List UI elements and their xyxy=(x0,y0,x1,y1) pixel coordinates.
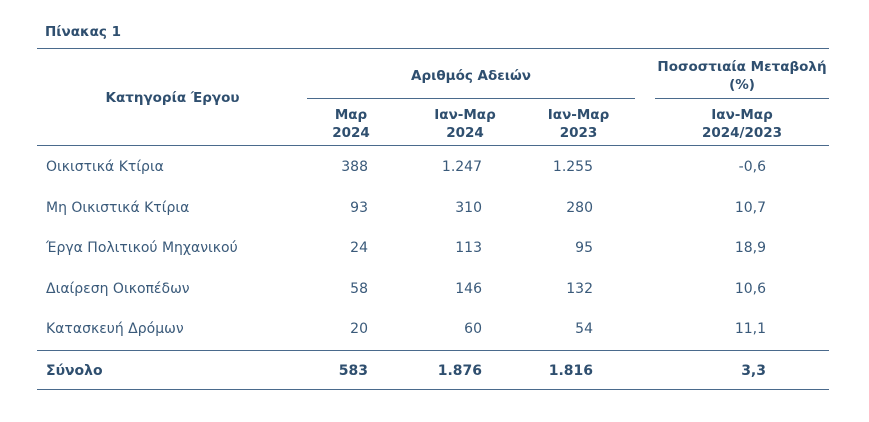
header-change-rule xyxy=(655,98,829,99)
total-change: 3,3 xyxy=(741,363,766,379)
table-bottom-rule xyxy=(37,389,829,390)
row-janmar-2023: 1.255 xyxy=(552,159,593,175)
header-col-mar-2024: Μαρ 2024 xyxy=(305,106,397,142)
header-col-janmar-2023-line2: 2023 xyxy=(559,125,598,141)
row-janmar-2023: 54 xyxy=(575,321,593,337)
row-change: 11,1 xyxy=(734,321,766,337)
header-col-janmar-2023-line1: Ιαν-Μαρ xyxy=(547,107,610,123)
header-change-group: Ποσοστιαία Μεταβολή (%) xyxy=(657,59,827,93)
header-col-janmar-2024: Ιαν-Μαρ 2024 xyxy=(400,106,530,142)
table-top-rule xyxy=(37,48,829,49)
row-mar-2024: 20 xyxy=(350,321,368,337)
row-category: Μη Οικιστικά Κτίρια xyxy=(46,200,190,216)
row-change: -0,6 xyxy=(738,159,766,175)
row-change: 18,9 xyxy=(734,240,766,256)
header-col-change-line2: 2024/2023 xyxy=(701,125,783,141)
header-col-change-line1: Ιαν-Μαρ xyxy=(711,107,773,123)
header-col-janmar-2024-line1: Ιαν-Μαρ xyxy=(434,107,496,123)
header-col-mar-2024-line2: 2024 xyxy=(332,125,370,141)
row-janmar-2023: 280 xyxy=(566,200,593,216)
header-permits-rule xyxy=(307,98,635,99)
table-caption: Πίνακας 1 xyxy=(45,24,121,40)
total-janmar-2023: 1.816 xyxy=(548,363,593,379)
total-janmar-2024: 1.876 xyxy=(437,363,482,379)
row-mar-2024: 24 xyxy=(350,240,368,256)
row-change: 10,6 xyxy=(734,281,766,297)
row-mar-2024: 58 xyxy=(350,281,368,297)
row-category: Οικιστικά Κτίρια xyxy=(46,159,164,175)
header-col-janmar-2023: Ιαν-Μαρ 2023 xyxy=(520,106,637,142)
row-mar-2024: 93 xyxy=(350,200,368,216)
row-janmar-2024: 310 xyxy=(455,200,482,216)
row-mar-2024: 388 xyxy=(341,159,368,175)
row-category: Διαίρεση Οικοπέδων xyxy=(46,281,190,297)
row-janmar-2023: 132 xyxy=(566,281,593,297)
total-top-rule xyxy=(37,350,829,351)
header-category: Κατηγορία Έργου xyxy=(105,90,240,106)
row-janmar-2024: 113 xyxy=(455,240,482,256)
row-change: 10,7 xyxy=(734,200,766,216)
header-bottom-rule xyxy=(37,145,829,146)
row-janmar-2024: 146 xyxy=(455,281,482,297)
total-mar-2024: 583 xyxy=(338,363,368,379)
header-col-mar-2024-line1: Μαρ xyxy=(334,107,368,123)
row-category: Κατασκευή Δρόμων xyxy=(46,321,184,337)
row-janmar-2024: 60 xyxy=(464,321,482,337)
header-permits-group: Αριθμός Αδειών xyxy=(411,68,531,84)
row-janmar-2024: 1.247 xyxy=(441,159,482,175)
row-janmar-2023: 95 xyxy=(575,240,593,256)
row-category: Έργα Πολιτικού Μηχανικού xyxy=(46,240,238,256)
header-col-janmar-2024-line2: 2024 xyxy=(446,125,484,141)
header-col-change: Ιαν-Μαρ 2024/2023 xyxy=(655,106,829,142)
total-category: Σύνολο xyxy=(46,363,103,379)
